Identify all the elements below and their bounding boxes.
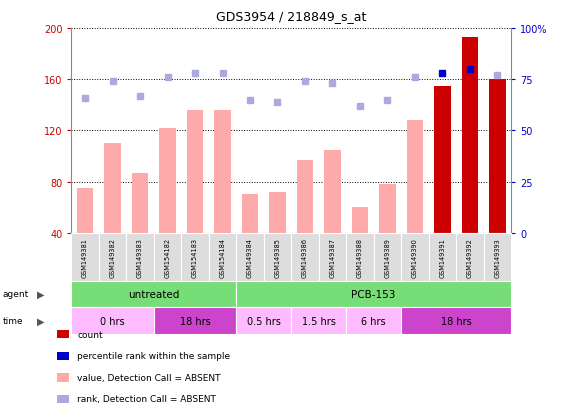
Text: 0 hrs: 0 hrs xyxy=(100,316,125,326)
Text: count: count xyxy=(77,330,103,339)
Bar xyxy=(379,185,396,233)
Text: PCB-153: PCB-153 xyxy=(352,289,396,299)
Bar xyxy=(214,111,231,233)
Bar xyxy=(187,111,203,233)
Text: GDS3954 / 218849_s_at: GDS3954 / 218849_s_at xyxy=(216,10,367,23)
Text: GSM149391: GSM149391 xyxy=(439,237,445,277)
Text: 18 hrs: 18 hrs xyxy=(441,316,472,326)
Text: ▶: ▶ xyxy=(37,316,45,326)
Bar xyxy=(407,121,423,233)
Bar xyxy=(159,128,176,233)
Bar xyxy=(489,80,505,233)
Text: agent: agent xyxy=(3,290,29,299)
Text: GSM149393: GSM149393 xyxy=(494,237,500,277)
Text: GSM149388: GSM149388 xyxy=(357,237,363,277)
Text: GSM149382: GSM149382 xyxy=(110,237,115,277)
Text: GSM149386: GSM149386 xyxy=(302,237,308,277)
Text: 18 hrs: 18 hrs xyxy=(180,316,210,326)
Bar xyxy=(434,86,451,233)
Text: GSM149390: GSM149390 xyxy=(412,237,418,277)
Text: GSM154183: GSM154183 xyxy=(192,237,198,277)
Bar xyxy=(270,192,286,233)
Bar xyxy=(324,150,341,233)
Bar xyxy=(297,161,313,233)
Text: GSM149389: GSM149389 xyxy=(384,237,391,277)
Bar xyxy=(461,38,478,233)
Bar xyxy=(242,195,258,233)
Text: rank, Detection Call = ABSENT: rank, Detection Call = ABSENT xyxy=(77,394,216,404)
Bar xyxy=(132,173,148,233)
Bar xyxy=(77,189,93,233)
Bar xyxy=(352,208,368,233)
Text: GSM154184: GSM154184 xyxy=(219,237,226,277)
Text: untreated: untreated xyxy=(128,289,179,299)
Text: 6 hrs: 6 hrs xyxy=(361,316,386,326)
Text: 0.5 hrs: 0.5 hrs xyxy=(247,316,281,326)
Text: ▶: ▶ xyxy=(37,289,45,299)
Text: 1.5 hrs: 1.5 hrs xyxy=(301,316,336,326)
Text: GSM149381: GSM149381 xyxy=(82,237,88,277)
Text: GSM154182: GSM154182 xyxy=(164,237,171,277)
Text: GSM149385: GSM149385 xyxy=(275,237,280,277)
Bar xyxy=(104,144,121,233)
Text: GSM149383: GSM149383 xyxy=(137,237,143,277)
Text: percentile rank within the sample: percentile rank within the sample xyxy=(77,351,230,361)
Text: GSM149384: GSM149384 xyxy=(247,237,253,277)
Text: GSM149392: GSM149392 xyxy=(467,237,473,277)
Text: GSM149387: GSM149387 xyxy=(329,237,335,277)
Text: value, Detection Call = ABSENT: value, Detection Call = ABSENT xyxy=(77,373,220,382)
Text: time: time xyxy=(3,317,23,325)
